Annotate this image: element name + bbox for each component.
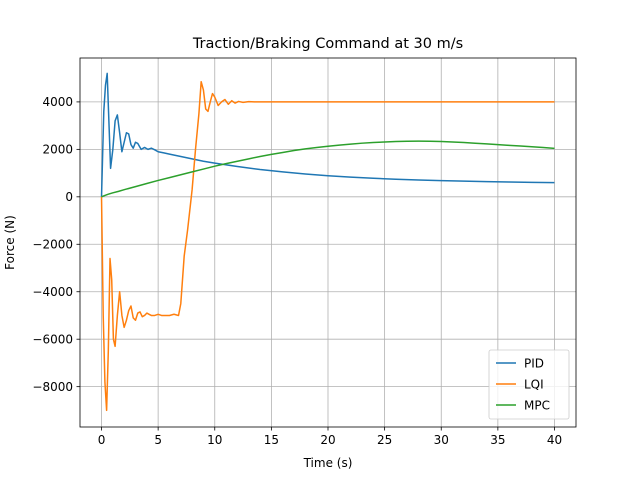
x-tick-label: 25 — [377, 433, 392, 447]
y-axis-label: Force (N) — [3, 215, 17, 270]
legend-label-lqi: LQI — [524, 377, 544, 391]
series-line-pid — [100, 72, 555, 197]
y-tick-label: 0 — [65, 190, 73, 204]
x-tick-label: 20 — [320, 433, 335, 447]
x-tick-label: 0 — [98, 433, 106, 447]
legend-label-pid: PID — [524, 356, 544, 370]
y-tick-label: −2000 — [32, 238, 73, 252]
legend-box — [488, 349, 570, 420]
series-lines — [100, 72, 555, 412]
x-tick-label: 35 — [490, 433, 505, 447]
x-tick-label: 15 — [264, 433, 279, 447]
x-axis-label: Time (s) — [303, 456, 353, 470]
chart-title: Traction/Braking Command at 30 m/s — [192, 36, 463, 52]
series-line-lqi — [100, 80, 555, 412]
y-tick-label: 4000 — [42, 95, 73, 109]
x-tick-label: 30 — [434, 433, 449, 447]
y-tick-label: −4000 — [32, 285, 73, 299]
y-tick-label: −6000 — [32, 332, 73, 346]
legend: PID LQI MPC — [488, 349, 570, 420]
y-tick-label: 2000 — [42, 143, 73, 157]
x-tick-label: 10 — [207, 433, 222, 447]
x-tick-label: 40 — [547, 433, 562, 447]
axis-ticks: 0 5 10 15 20 25 30 35 40 −8000 −6000 −4000 −2000 0 200… — [32, 95, 562, 447]
legend-label-mpc: MPC — [524, 398, 550, 412]
y-tick-label: −8000 — [32, 380, 73, 394]
x-tick-label: 5 — [154, 433, 162, 447]
series-line-mpc — [101, 140, 555, 198]
